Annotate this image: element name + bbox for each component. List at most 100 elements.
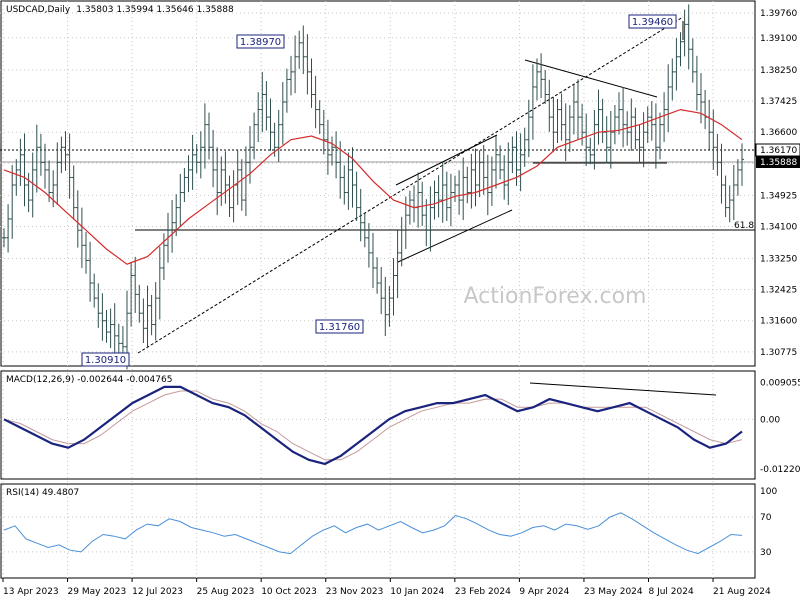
price-bar <box>63 131 68 171</box>
price-bar <box>256 92 261 143</box>
price-bar <box>420 181 425 226</box>
price-bar <box>38 133 43 176</box>
rsi-tick-label: 30 <box>760 548 772 558</box>
rising-channel-lower <box>397 209 513 263</box>
price-bar <box>309 58 314 108</box>
date-tick-label: 29 May 2023 <box>68 587 127 597</box>
price-bar <box>645 106 650 143</box>
price-tick-label: 1.37425 <box>760 97 797 107</box>
price-bar <box>174 194 179 237</box>
symbol-header: USDCAD,Daily 1.35803 1.35994 1.35646 1.35… <box>6 5 234 15</box>
pivot-label-low-2023: 1.30910 <box>81 352 130 367</box>
current-price-box-text: 1.35888 <box>760 158 797 168</box>
price-bar <box>67 133 72 199</box>
price-bar <box>153 282 158 341</box>
price-bar <box>629 98 634 151</box>
price-bar <box>703 89 708 130</box>
price-bar <box>104 310 109 343</box>
date-tick-label: 12 Jul 2023 <box>132 587 183 597</box>
price-bar <box>719 143 724 204</box>
price-bar <box>170 200 175 253</box>
price-bar <box>383 276 388 337</box>
price-bar <box>92 273 97 308</box>
price-bar <box>637 125 642 162</box>
price-bar <box>207 112 211 160</box>
price-bar <box>674 38 679 91</box>
pivot-label-high-oct-2023-text: 1.38970 <box>240 37 281 48</box>
price-bar <box>215 147 220 216</box>
price-bar <box>252 112 257 160</box>
price-bar <box>424 199 429 247</box>
price-tick-label: 1.32425 <box>760 286 797 296</box>
price-bar <box>658 112 662 160</box>
price-bar <box>694 55 699 111</box>
rsi-axis: 100 70 30 <box>760 487 777 558</box>
trendline-layer <box>0 16 755 396</box>
price-bar <box>55 142 60 205</box>
watermark: ActionForex.com <box>464 284 647 309</box>
price-bar <box>108 308 113 349</box>
price-tick-label: 1.38250 <box>760 66 797 76</box>
price-bar <box>608 110 613 169</box>
macd-tick-label: 0.00 <box>760 415 780 425</box>
price-bar <box>473 148 478 207</box>
macd-divergence-line <box>529 382 717 396</box>
price-bar <box>51 170 56 208</box>
price-bar <box>551 97 556 153</box>
price-bar <box>211 129 216 188</box>
price-bar <box>555 98 560 143</box>
price-bar <box>149 294 154 336</box>
price-bar <box>633 107 638 150</box>
price-bar <box>350 147 355 208</box>
moving-average-line <box>3 108 743 265</box>
price-bar <box>30 152 35 218</box>
price-bar <box>280 82 285 145</box>
price-bar <box>723 175 728 218</box>
price-bar <box>330 136 334 166</box>
price-bar <box>436 175 441 218</box>
price-bar <box>354 171 359 222</box>
price-bar <box>407 190 412 225</box>
price-bar <box>141 298 146 343</box>
date-axis: 13 Apr 2023 29 May 2023 12 Jul 2023 25 Aug … <box>2 578 771 597</box>
price-bar <box>563 103 568 162</box>
price-bar <box>485 154 490 216</box>
price-bar <box>371 232 375 288</box>
price-bar <box>584 113 589 166</box>
price-bar <box>235 149 240 205</box>
price-bar <box>116 323 121 356</box>
price-bar <box>641 112 646 168</box>
price-bar <box>522 127 527 167</box>
rsi-line <box>3 512 743 555</box>
price-bar <box>100 293 105 341</box>
price-tick-label: 1.39100 <box>760 34 797 44</box>
pivot-label-high-aug-2024: 1.39460 <box>628 14 677 29</box>
price-bar <box>10 165 15 239</box>
price-bar <box>137 284 142 323</box>
date-tick-label: 8 Jul 2024 <box>648 587 693 597</box>
price-bar <box>190 134 195 190</box>
price-bar <box>711 109 716 170</box>
price-bar <box>395 230 400 299</box>
price-bar <box>112 303 117 358</box>
price-bar <box>617 92 621 135</box>
price-bar <box>202 103 207 169</box>
price-tick-label: 1.34925 <box>760 191 797 201</box>
price-bar <box>465 166 470 204</box>
pivot-label-low-dec-2023: 1.31760 <box>315 319 364 334</box>
price-tick-label: 1.36600 <box>760 128 797 138</box>
price-bar <box>428 186 433 252</box>
price-tick-label: 1.34100 <box>760 222 797 232</box>
price-tick-label: 1.31600 <box>760 317 797 327</box>
date-tick-label: 13 Apr 2023 <box>3 587 59 597</box>
date-tick-label: 25 Aug 2023 <box>197 587 255 597</box>
price-bar <box>342 165 347 205</box>
rsi-tick-label: 70 <box>760 513 772 523</box>
price-bar <box>530 64 535 140</box>
price-bar <box>596 89 601 145</box>
price-bar <box>6 204 11 253</box>
price-bar <box>387 286 392 327</box>
price-bar <box>576 79 580 140</box>
price-bar <box>223 151 228 204</box>
